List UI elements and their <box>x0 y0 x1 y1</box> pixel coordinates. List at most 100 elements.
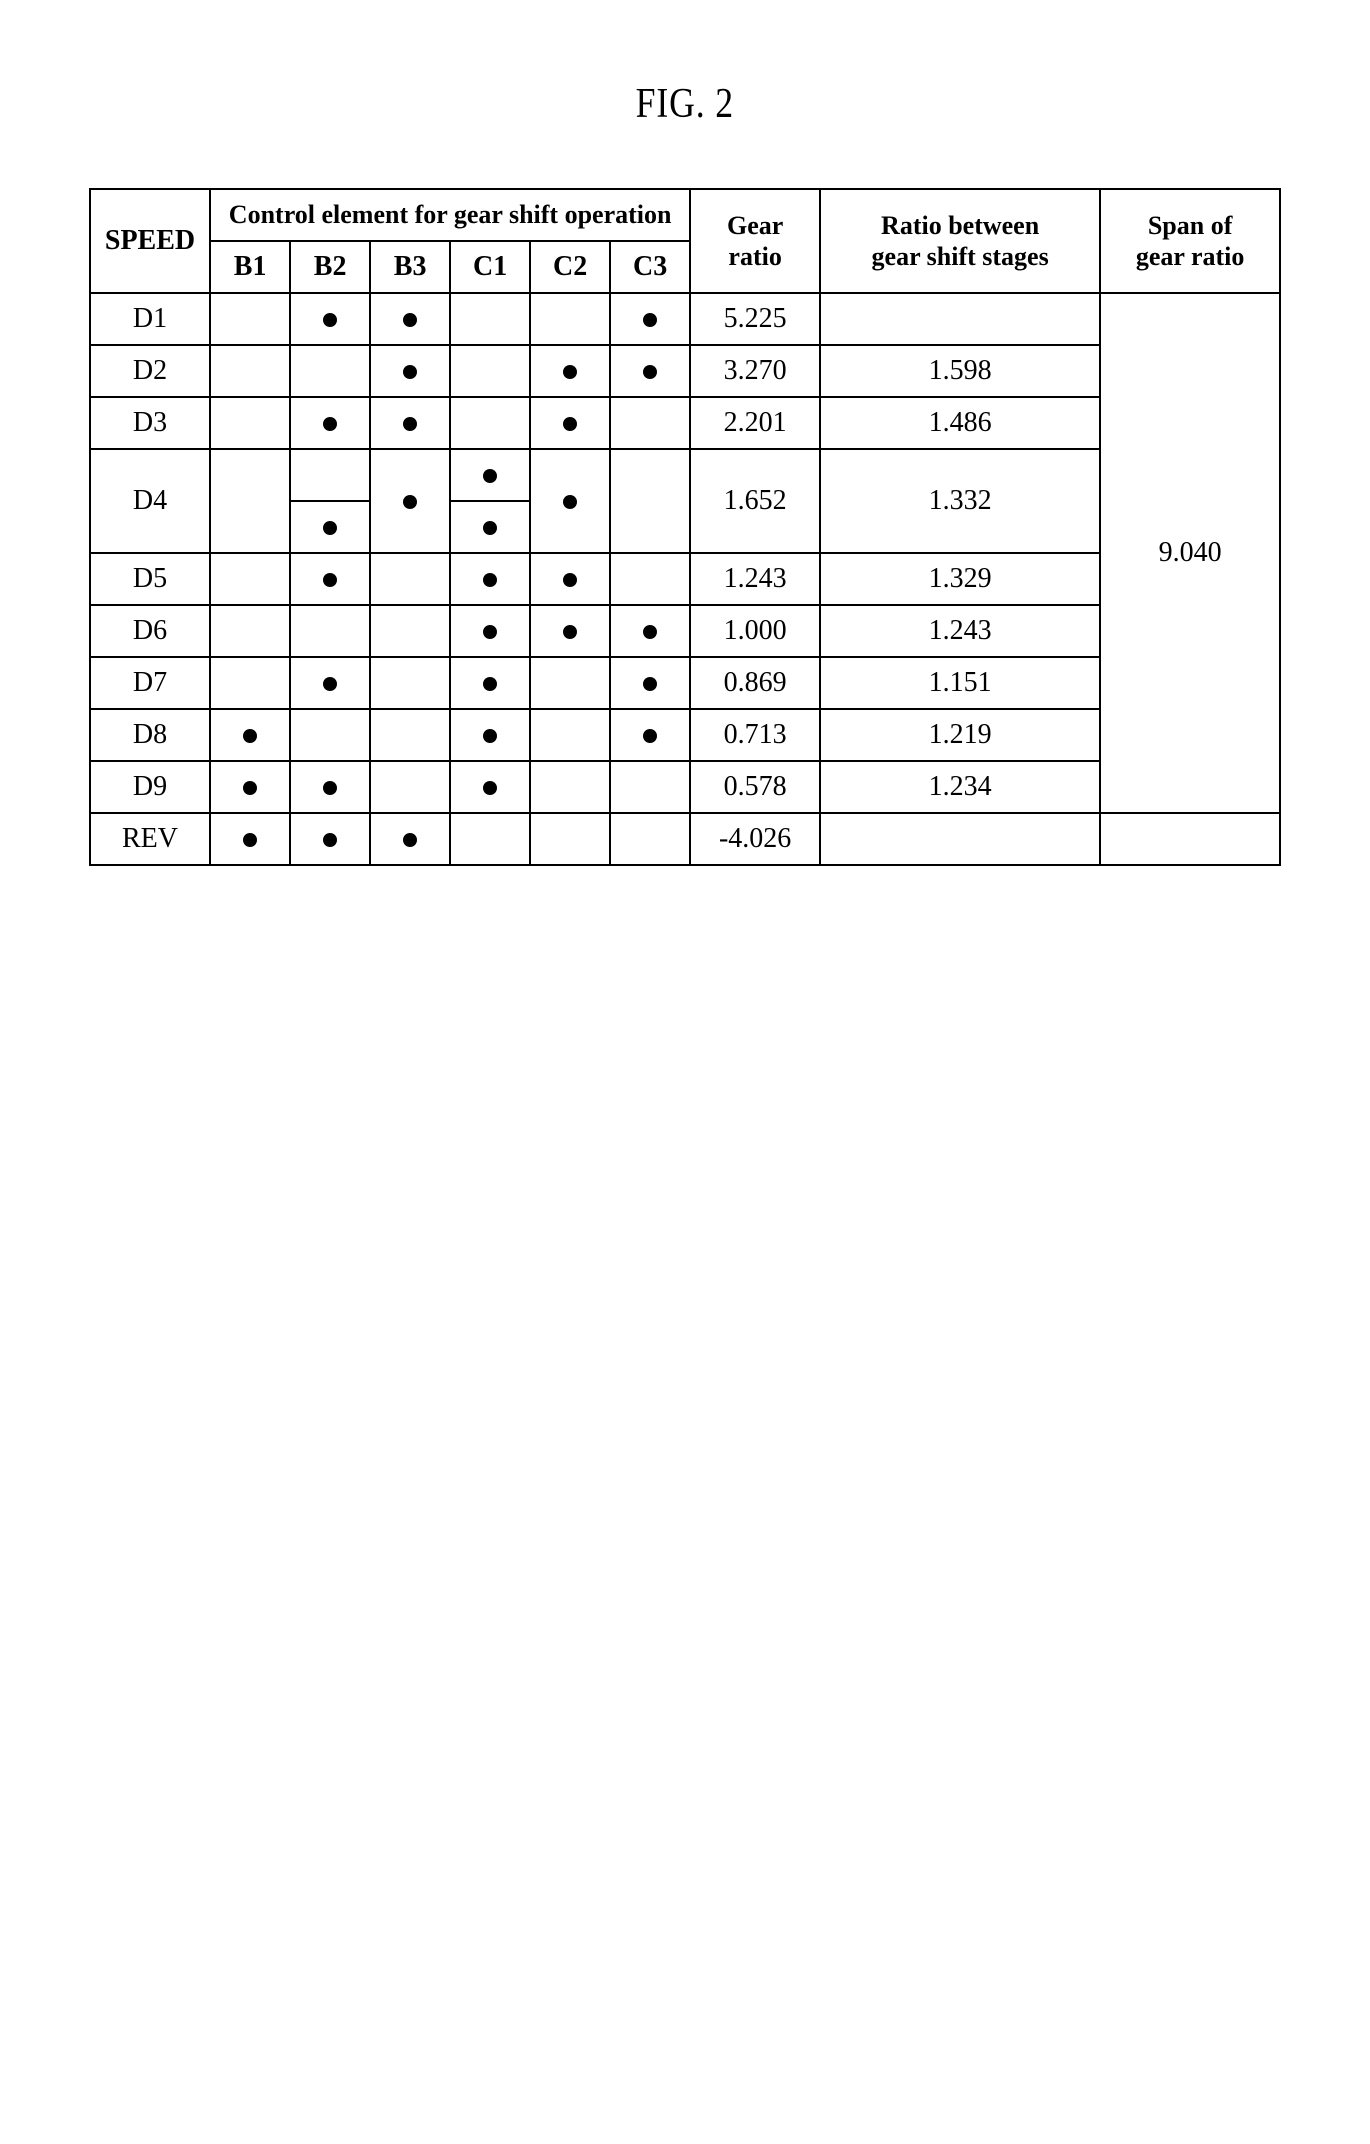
cell-b2 <box>290 657 370 709</box>
engaged-dot-icon <box>323 781 337 795</box>
engaged-dot-icon <box>243 781 257 795</box>
cell-b2 <box>290 397 370 449</box>
engaged-dot-icon <box>323 313 337 327</box>
cell-b1 <box>210 605 290 657</box>
header-span-l2: gear ratio <box>1115 241 1265 272</box>
cell-speed: D9 <box>90 761 210 813</box>
cell-gear-ratio: 0.869 <box>690 657 820 709</box>
cell-b1 <box>210 397 290 449</box>
cell-c1 <box>450 501 530 553</box>
cell-gear-ratio: 5.225 <box>690 293 820 345</box>
cell-b1 <box>210 813 290 865</box>
gear-shift-table-wrapper: SPEED Control element for gear shift ope… <box>89 188 1281 866</box>
cell-gear-ratio: 2.201 <box>690 397 820 449</box>
gear-shift-table: SPEED Control element for gear shift ope… <box>89 188 1281 866</box>
cell-c3 <box>610 657 690 709</box>
header-gear-ratio: Gear ratio <box>690 189 820 293</box>
engaged-dot-icon <box>483 521 497 535</box>
cell-b2 <box>290 449 370 501</box>
cell-speed: D6 <box>90 605 210 657</box>
cell-b1 <box>210 709 290 761</box>
cell-ratio-between: 1.486 <box>820 397 1100 449</box>
cell-b2 <box>290 553 370 605</box>
cell-c2 <box>530 449 610 553</box>
header-gear-ratio-l2: ratio <box>705 241 805 272</box>
header-ratio-between-l1: Ratio between <box>835 210 1085 241</box>
cell-b2 <box>290 813 370 865</box>
header-row-1: SPEED Control element for gear shift ope… <box>90 189 1280 241</box>
cell-c3 <box>610 449 690 553</box>
cell-b1 <box>210 345 290 397</box>
engaged-dot-icon <box>483 625 497 639</box>
engaged-dot-icon <box>403 313 417 327</box>
cell-span-rev <box>1100 813 1280 865</box>
header-control-group: Control element for gear shift operation <box>210 189 690 241</box>
cell-c2 <box>530 761 610 813</box>
cell-b3 <box>370 449 450 553</box>
cell-ratio-between-rev <box>820 813 1100 865</box>
cell-c3 <box>610 553 690 605</box>
engaged-dot-icon <box>563 365 577 379</box>
cell-b3 <box>370 293 450 345</box>
cell-c3 <box>610 397 690 449</box>
header-c1: C1 <box>450 241 530 293</box>
cell-b3 <box>370 709 450 761</box>
cell-c2 <box>530 345 610 397</box>
cell-speed: D8 <box>90 709 210 761</box>
cell-c3 <box>610 761 690 813</box>
header-span-l1: Span of <box>1115 210 1265 241</box>
cell-ratio-between <box>820 293 1100 345</box>
cell-gear-ratio: 1.243 <box>690 553 820 605</box>
cell-speed: D4 <box>90 449 210 553</box>
cell-c3 <box>610 813 690 865</box>
cell-b2 <box>290 709 370 761</box>
cell-c3 <box>610 605 690 657</box>
engaged-dot-icon <box>403 417 417 431</box>
cell-c2 <box>530 553 610 605</box>
cell-c2 <box>530 657 610 709</box>
engaged-dot-icon <box>483 469 497 483</box>
header-b2: B2 <box>290 241 370 293</box>
cell-b1 <box>210 761 290 813</box>
header-speed: SPEED <box>90 189 210 293</box>
engaged-dot-icon <box>643 677 657 691</box>
header-span: Span of gear ratio <box>1100 189 1280 293</box>
cell-b2 <box>290 605 370 657</box>
cell-b3 <box>370 657 450 709</box>
cell-gear-ratio: 0.578 <box>690 761 820 813</box>
cell-c1 <box>450 813 530 865</box>
cell-b3 <box>370 345 450 397</box>
engaged-dot-icon <box>643 729 657 743</box>
cell-c3 <box>610 709 690 761</box>
table-row: REV-4.026 <box>90 813 1280 865</box>
header-c2: C2 <box>530 241 610 293</box>
header-gear-ratio-l1: Gear <box>705 210 805 241</box>
engaged-dot-icon <box>483 573 497 587</box>
cell-c1 <box>450 345 530 397</box>
table-row: D15.2259.040 <box>90 293 1280 345</box>
cell-c1 <box>450 657 530 709</box>
engaged-dot-icon <box>563 417 577 431</box>
cell-ratio-between: 1.329 <box>820 553 1100 605</box>
cell-span-ratio: 9.040 <box>1100 293 1280 813</box>
cell-c1 <box>450 709 530 761</box>
cell-speed: D3 <box>90 397 210 449</box>
cell-gear-ratio: 1.000 <box>690 605 820 657</box>
cell-b3 <box>370 397 450 449</box>
cell-speed: D5 <box>90 553 210 605</box>
engaged-dot-icon <box>323 417 337 431</box>
engaged-dot-icon <box>403 495 417 509</box>
engaged-dot-icon <box>563 495 577 509</box>
cell-c2 <box>530 293 610 345</box>
cell-ratio-between: 1.151 <box>820 657 1100 709</box>
cell-speed: D1 <box>90 293 210 345</box>
cell-c3 <box>610 345 690 397</box>
cell-ratio-between: 1.332 <box>820 449 1100 553</box>
engaged-dot-icon <box>243 833 257 847</box>
cell-c2 <box>530 813 610 865</box>
header-b1: B1 <box>210 241 290 293</box>
cell-ratio-between: 1.219 <box>820 709 1100 761</box>
engaged-dot-icon <box>403 833 417 847</box>
header-ratio-between: Ratio between gear shift stages <box>820 189 1100 293</box>
cell-speed: REV <box>90 813 210 865</box>
